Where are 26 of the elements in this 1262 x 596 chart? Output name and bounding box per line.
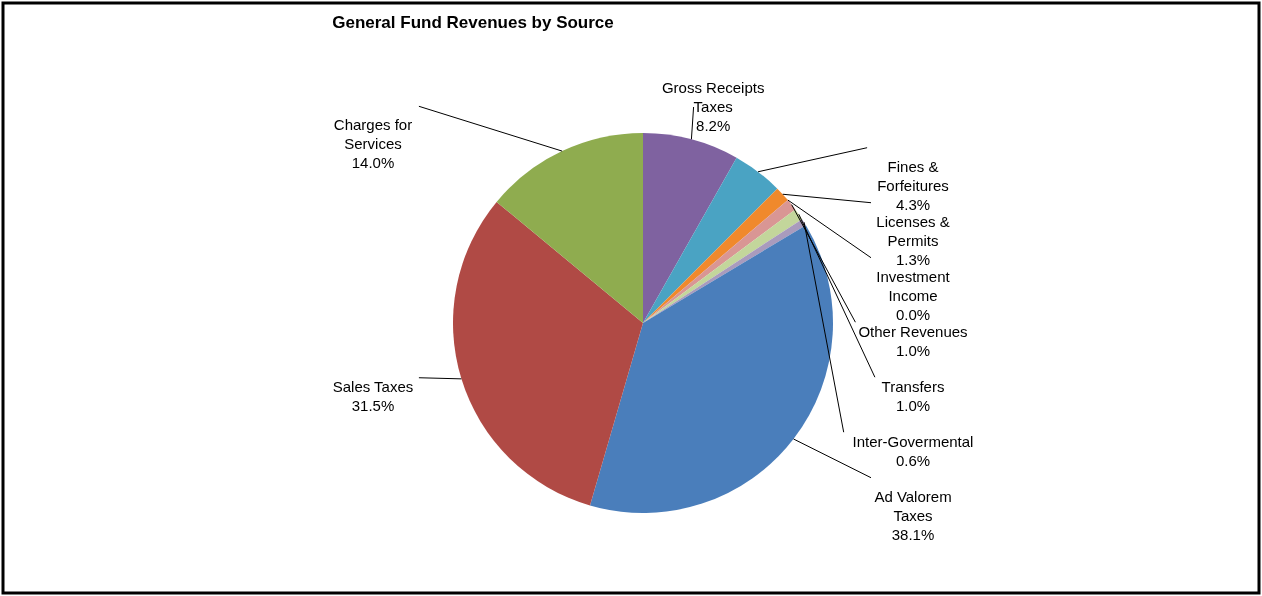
slice-label: Fines & Forfeitures bbox=[877, 157, 949, 194]
data-label: 8.2% bbox=[696, 117, 731, 134]
slice-label: Inter-Govermental bbox=[852, 432, 974, 450]
slice-label: Transfers bbox=[881, 377, 945, 395]
slice-label: Licenses & Permits bbox=[876, 212, 950, 249]
data-label: 31.5% bbox=[351, 397, 395, 415]
data-label: 4.3% bbox=[895, 195, 931, 213]
data-label: 14.0% bbox=[351, 154, 395, 172]
data-label: 38.1% bbox=[891, 525, 935, 543]
slice-label: Sales Taxes bbox=[332, 378, 414, 396]
slice-label: Gross Receipts Taxes bbox=[661, 79, 765, 115]
text: 0.0% bbox=[895, 305, 931, 323]
slice-label: Ad Valorem Taxes bbox=[874, 487, 952, 524]
data-label: 1.0% bbox=[895, 396, 931, 414]
chart-title: General Fund Revenues by Source bbox=[332, 13, 614, 32]
pie-slice bbox=[453, 201, 643, 506]
pie-slice bbox=[589, 225, 833, 513]
data-label: 0.6% bbox=[895, 451, 931, 469]
pie-slice bbox=[643, 133, 737, 323]
data-label: 1.3% bbox=[895, 250, 931, 268]
pie-slice bbox=[643, 157, 778, 323]
data-label: 1.0% bbox=[895, 341, 931, 359]
category-label: Investment Income bbox=[876, 267, 950, 304]
pie-slice bbox=[496, 133, 643, 323]
slice-label: Charges for Services bbox=[333, 116, 413, 153]
slice-label: Other Revenues bbox=[858, 322, 968, 340]
